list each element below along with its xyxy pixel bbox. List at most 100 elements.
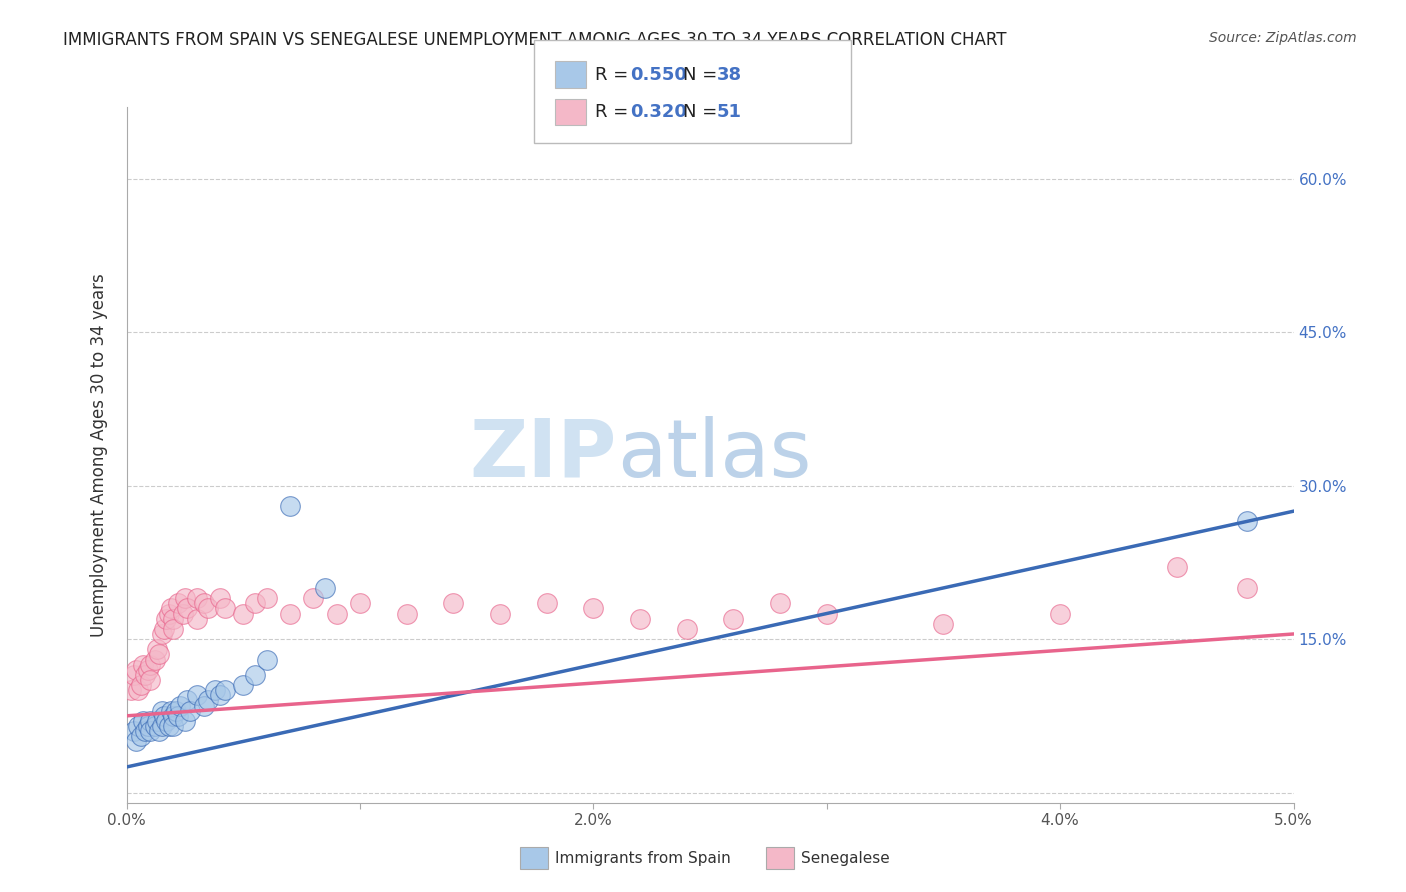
Point xyxy=(169,698,191,713)
Point xyxy=(349,596,371,610)
Point xyxy=(146,642,169,657)
Point xyxy=(208,591,231,606)
Point xyxy=(214,683,236,698)
Point xyxy=(675,622,697,636)
Point xyxy=(162,622,184,636)
Point xyxy=(127,683,149,698)
Point xyxy=(167,596,190,610)
Point xyxy=(243,596,266,610)
Point xyxy=(489,607,512,621)
Point xyxy=(243,668,266,682)
Point xyxy=(186,612,208,626)
Point xyxy=(193,596,215,610)
Text: N =: N = xyxy=(683,66,723,84)
Text: 51: 51 xyxy=(717,103,742,121)
Point xyxy=(157,607,180,621)
Point xyxy=(162,708,184,723)
Text: R =: R = xyxy=(595,103,634,121)
Point xyxy=(122,668,145,682)
Point xyxy=(536,596,558,610)
Point xyxy=(256,591,278,606)
Point xyxy=(129,729,152,743)
Text: Senegalese: Senegalese xyxy=(801,851,890,865)
Point xyxy=(628,612,651,626)
Text: Immigrants from Spain: Immigrants from Spain xyxy=(555,851,731,865)
Point xyxy=(1236,581,1258,595)
Text: Source: ZipAtlas.com: Source: ZipAtlas.com xyxy=(1209,31,1357,45)
Point xyxy=(932,616,955,631)
Point xyxy=(162,719,184,733)
Point xyxy=(441,596,464,610)
Point xyxy=(302,591,325,606)
Point xyxy=(143,652,166,666)
Point xyxy=(160,601,183,615)
Point xyxy=(134,724,156,739)
Point xyxy=(139,714,162,728)
Point xyxy=(1166,560,1188,574)
Point xyxy=(148,724,170,739)
Text: 38: 38 xyxy=(717,66,742,84)
Point xyxy=(179,704,201,718)
Point xyxy=(143,719,166,733)
Point xyxy=(176,693,198,707)
Point xyxy=(150,704,173,718)
Text: IMMIGRANTS FROM SPAIN VS SENEGALESE UNEMPLOYMENT AMONG AGES 30 TO 34 YEARS CORRE: IMMIGRANTS FROM SPAIN VS SENEGALESE UNEM… xyxy=(63,31,1007,49)
Point xyxy=(153,622,176,636)
Text: 0.320: 0.320 xyxy=(630,103,686,121)
Point xyxy=(132,714,155,728)
Point xyxy=(136,663,159,677)
Point xyxy=(167,708,190,723)
Point xyxy=(186,689,208,703)
Point xyxy=(174,591,197,606)
Point xyxy=(208,689,231,703)
Point xyxy=(122,724,145,739)
Point xyxy=(165,704,187,718)
Point xyxy=(769,596,792,610)
Point xyxy=(157,719,180,733)
Point xyxy=(120,683,142,698)
Point xyxy=(325,607,347,621)
Point xyxy=(127,719,149,733)
Point xyxy=(136,719,159,733)
Point xyxy=(162,612,184,626)
Point xyxy=(186,591,208,606)
Point xyxy=(125,663,148,677)
Text: atlas: atlas xyxy=(617,416,811,494)
Point xyxy=(395,607,418,621)
Point xyxy=(214,601,236,615)
Text: 0.550: 0.550 xyxy=(630,66,686,84)
Text: N =: N = xyxy=(683,103,723,121)
Point xyxy=(278,499,301,513)
Point xyxy=(134,668,156,682)
Point xyxy=(139,657,162,672)
Point xyxy=(197,601,219,615)
Y-axis label: Unemployment Among Ages 30 to 34 years: Unemployment Among Ages 30 to 34 years xyxy=(90,273,108,637)
Point xyxy=(155,714,177,728)
Point xyxy=(204,683,226,698)
Point xyxy=(155,612,177,626)
Point xyxy=(256,652,278,666)
Point xyxy=(150,627,173,641)
Point xyxy=(232,607,254,621)
Text: R =: R = xyxy=(595,66,634,84)
Point xyxy=(197,693,219,707)
Point xyxy=(232,678,254,692)
Point xyxy=(153,708,176,723)
Point xyxy=(278,607,301,621)
Point xyxy=(582,601,605,615)
Point xyxy=(129,678,152,692)
Point xyxy=(723,612,745,626)
Point xyxy=(193,698,215,713)
Point xyxy=(150,719,173,733)
Point xyxy=(1236,515,1258,529)
Point xyxy=(132,657,155,672)
Point xyxy=(172,607,194,621)
Point xyxy=(176,601,198,615)
Point xyxy=(139,724,162,739)
Point xyxy=(815,607,838,621)
Point xyxy=(125,734,148,748)
Point xyxy=(314,581,336,595)
Point xyxy=(148,648,170,662)
Point xyxy=(1049,607,1071,621)
Point xyxy=(174,714,197,728)
